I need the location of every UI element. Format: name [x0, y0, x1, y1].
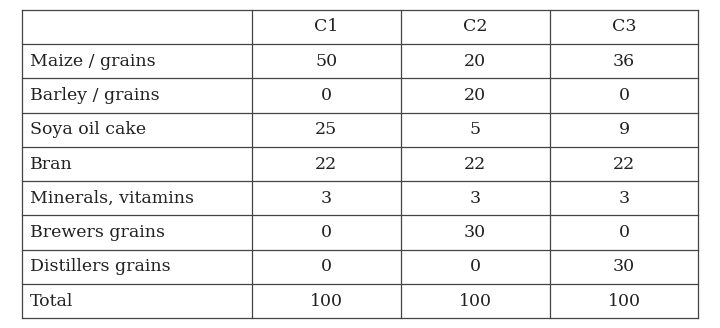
Text: 36: 36 [613, 53, 635, 70]
Text: 3: 3 [618, 190, 629, 207]
Text: C1: C1 [314, 18, 338, 35]
Text: 0: 0 [469, 258, 480, 275]
Text: 0: 0 [618, 87, 629, 104]
Text: Maize / grains: Maize / grains [30, 53, 156, 70]
Text: 0: 0 [320, 224, 332, 241]
Text: 5: 5 [469, 121, 481, 138]
Text: Total: Total [30, 293, 73, 310]
Text: 100: 100 [608, 293, 641, 310]
Text: 20: 20 [464, 53, 486, 70]
Text: 20: 20 [464, 87, 486, 104]
Text: Barley / grains: Barley / grains [30, 87, 160, 104]
Text: Distillers grains: Distillers grains [30, 258, 171, 275]
Text: 3: 3 [320, 190, 332, 207]
Text: 22: 22 [464, 155, 486, 173]
Text: 30: 30 [613, 258, 635, 275]
Text: C2: C2 [463, 18, 487, 35]
Text: 25: 25 [315, 121, 337, 138]
Text: Brewers grains: Brewers grains [30, 224, 166, 241]
Text: 3: 3 [469, 190, 481, 207]
Text: C3: C3 [612, 18, 636, 35]
Text: 9: 9 [618, 121, 629, 138]
Text: 30: 30 [464, 224, 486, 241]
Text: Soya oil cake: Soya oil cake [30, 121, 146, 138]
Text: Bran: Bran [30, 155, 73, 173]
Text: 50: 50 [315, 53, 337, 70]
Text: 100: 100 [310, 293, 343, 310]
Text: Minerals, vitamins: Minerals, vitamins [30, 190, 194, 207]
Text: 0: 0 [320, 258, 332, 275]
Text: 0: 0 [320, 87, 332, 104]
Text: 22: 22 [613, 155, 635, 173]
Text: 100: 100 [459, 293, 492, 310]
Text: 22: 22 [315, 155, 337, 173]
Text: 0: 0 [618, 224, 629, 241]
